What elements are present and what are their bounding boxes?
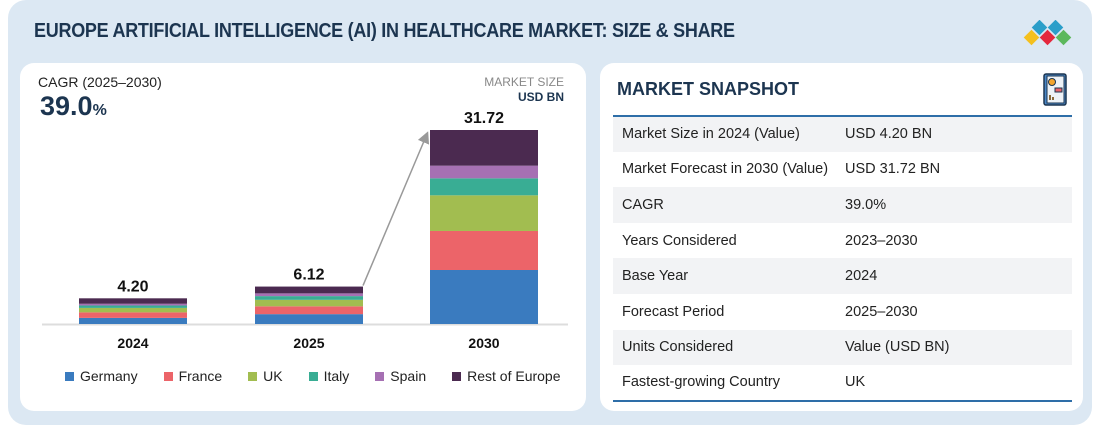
report-icon bbox=[1043, 73, 1067, 106]
legend-label: Spain bbox=[390, 368, 427, 384]
legend-swatch bbox=[248, 372, 258, 381]
market-size-unit: USD BN bbox=[517, 90, 564, 104]
chart-card: CAGR (2025–2030) 39.0% MARKET SIZE USD B… bbox=[20, 63, 586, 411]
legend-label: Rest of Europe bbox=[467, 368, 561, 384]
legend-label: France bbox=[178, 368, 223, 384]
snapshot-row: Forecast Period 2025–2030 bbox=[613, 294, 1072, 330]
bar-segment-italy bbox=[79, 305, 187, 308]
snapshot-title: MARKET SNAPSHOT bbox=[617, 79, 800, 99]
total-label: 4.20 bbox=[117, 278, 148, 295]
legend-item: UK bbox=[248, 368, 283, 384]
legend-item: Germany bbox=[65, 368, 138, 384]
snapshot-row: Years Considered 2023–2030 bbox=[613, 223, 1072, 259]
bar-segment-rest-of-europe bbox=[255, 286, 363, 294]
snapshot-label: Market Size in 2024 (Value) bbox=[622, 126, 800, 143]
x-tick-label: 2030 bbox=[468, 335, 499, 351]
snapshot-row: Market Size in 2024 (Value) USD 4.20 BN bbox=[613, 116, 1072, 152]
snapshot-row: Market Forecast in 2030 (Value) USD 31.72… bbox=[613, 152, 1072, 188]
bar-segment-rest-of-europe bbox=[430, 130, 538, 166]
snapshot-value: UK bbox=[845, 374, 866, 391]
snapshot-value: 2023–2030 bbox=[845, 232, 918, 249]
bar-segment-uk bbox=[255, 299, 363, 307]
snapshot-label: Fastest-growing Country bbox=[622, 374, 780, 391]
legend-swatch bbox=[65, 372, 74, 381]
legend-swatch bbox=[452, 372, 462, 381]
legend-label: Italy bbox=[323, 368, 350, 384]
bar-segment-france bbox=[79, 312, 187, 318]
snapshot-value: USD 4.20 BN bbox=[845, 126, 933, 143]
snapshot-label: Market Forecast in 2030 (Value) bbox=[622, 161, 829, 178]
bar-segment-rest-of-europe bbox=[79, 298, 187, 304]
bar-segment-germany bbox=[255, 314, 363, 324]
bar-segment-germany bbox=[430, 269, 538, 324]
bar-segment-uk bbox=[79, 307, 187, 313]
snapshot-value: 2025–2030 bbox=[845, 303, 918, 320]
market-size-label: MARKET SIZE bbox=[484, 75, 564, 89]
snapshot-label: CAGR bbox=[622, 196, 664, 213]
snapshot-value: 39.0% bbox=[845, 196, 887, 213]
total-label: 31.72 bbox=[464, 110, 504, 127]
bar-segment-uk bbox=[430, 195, 538, 231]
snapshot-row: Fastest-growing Country UK bbox=[613, 365, 1072, 401]
legend-swatch bbox=[375, 372, 385, 381]
snapshot-row: CAGR 39.0% bbox=[613, 187, 1072, 223]
snapshot-value: USD 31.72 BN bbox=[845, 161, 941, 178]
snapshot-value: Value (USD BN) bbox=[845, 339, 950, 356]
bar-segment-france bbox=[255, 306, 363, 315]
snapshot-label: Base Year bbox=[622, 268, 689, 285]
infographic-panel: EUROPE ARTIFICIAL INTELLIGENCE (AI) IN H… bbox=[8, 0, 1092, 425]
bar-segment-spain bbox=[255, 293, 363, 297]
legend-item: Spain bbox=[375, 368, 426, 384]
legend-item: Italy bbox=[308, 368, 350, 384]
snapshot-label: Years Considered bbox=[622, 232, 737, 249]
snapshot-label: Forecast Period bbox=[622, 303, 725, 320]
cagr-label: CAGR (2025–2030) bbox=[38, 74, 162, 90]
legend-swatch bbox=[308, 372, 318, 381]
brand-logo-icon bbox=[1023, 20, 1072, 46]
bar-segment-germany bbox=[79, 317, 187, 324]
snapshot-value: 2024 bbox=[845, 268, 878, 285]
legend-label: Germany bbox=[80, 368, 138, 384]
bar-segment-spain bbox=[430, 165, 538, 179]
bar-segment-italy bbox=[255, 296, 363, 300]
chart-legend: Germany France UK Italy Spain Rest of Europe bbox=[65, 368, 561, 384]
snapshot-table: Market Size in 2024 (Value) USD 4.20 BN Ma… bbox=[613, 115, 1072, 402]
legend-label: UK bbox=[263, 368, 283, 384]
stacked-bar-chart: 4.20 2024 6.12 2025 31.72 2030 bbox=[42, 110, 568, 351]
x-tick-label: 2025 bbox=[293, 335, 324, 351]
snapshot-label: Units Considered bbox=[622, 339, 734, 356]
bar-segment-france bbox=[430, 230, 538, 270]
legend-swatch bbox=[163, 372, 173, 381]
bar-segment-italy bbox=[430, 178, 538, 196]
x-tick-label: 2024 bbox=[117, 335, 148, 351]
snapshot-row: Units Considered Value (USD BN) bbox=[613, 329, 1072, 366]
legend-item: Rest of Europe bbox=[452, 368, 561, 384]
bar-segment-spain bbox=[79, 303, 187, 306]
snapshot-card: MARKET SNAPSHOT Market Size in 2024 (Val… bbox=[600, 63, 1083, 411]
total-label: 6.12 bbox=[293, 267, 324, 284]
snapshot-row: Base Year 2024 bbox=[613, 258, 1072, 294]
cagr-value: 39.0% bbox=[40, 91, 107, 121]
growth-arrow bbox=[362, 131, 430, 286]
page-title: EUROPE ARTIFICIAL INTELLIGENCE (AI) IN H… bbox=[34, 20, 735, 42]
legend-item: France bbox=[163, 368, 223, 384]
